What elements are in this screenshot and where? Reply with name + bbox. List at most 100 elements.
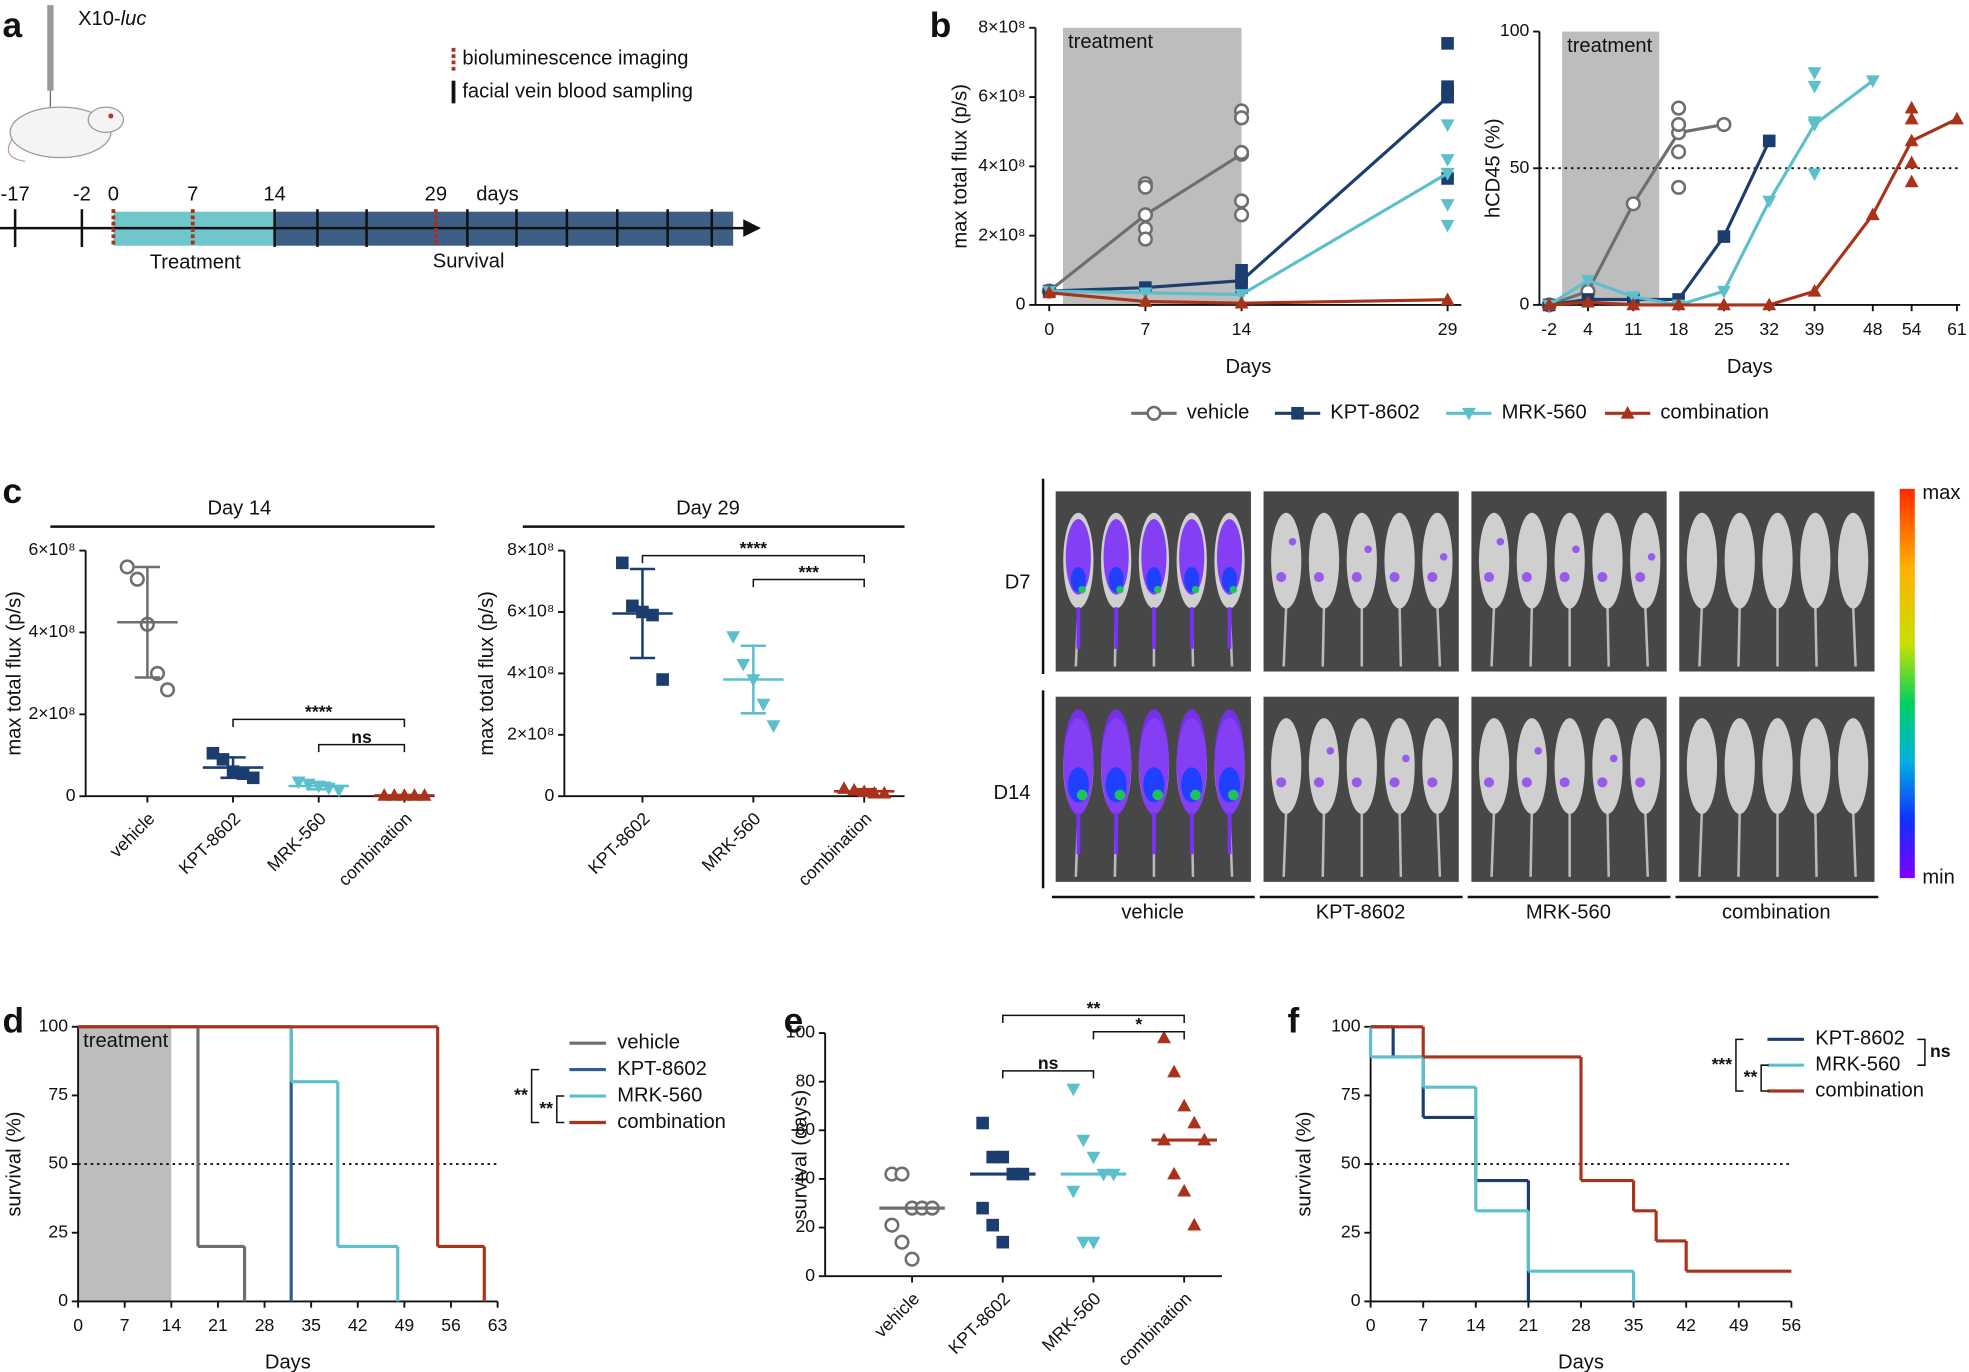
y-tick-label: 50 [1341, 1153, 1361, 1173]
mouse-tail [1529, 810, 1534, 877]
marker [1865, 75, 1880, 89]
marker [1066, 1083, 1081, 1097]
significance-bracket [641, 554, 865, 564]
significance-bracket [556, 1095, 565, 1124]
signal [1635, 571, 1646, 583]
significance-bracket [1002, 1070, 1095, 1079]
marker [1440, 219, 1455, 233]
marker [726, 631, 741, 644]
mouse-tail [1698, 604, 1704, 667]
mouse-tail [1737, 604, 1741, 667]
mouse [1592, 512, 1623, 609]
significance-bracket [1002, 1014, 1185, 1023]
marker [1807, 67, 1822, 80]
mouse [1346, 718, 1377, 814]
marker [1904, 155, 1919, 169]
marker [616, 556, 629, 570]
marker [331, 784, 346, 798]
model-prefix: X10- [78, 9, 121, 31]
marker [1581, 294, 1595, 308]
y-tick-label: 6×10⁸ [28, 539, 75, 559]
marker [1187, 1115, 1202, 1129]
y-tick-label: 4×10⁸ [507, 662, 554, 682]
marker [1440, 154, 1455, 167]
series-line [1049, 95, 1449, 293]
y-tick-label: 75 [48, 1084, 68, 1104]
mouse [1308, 512, 1340, 609]
mouse-tail [1737, 810, 1741, 877]
significance-label: ** [1744, 1067, 1758, 1087]
mouse-tail [1282, 810, 1288, 877]
mouse [1384, 512, 1415, 609]
marker [1762, 297, 1777, 311]
x-tick-label: 25 [1714, 319, 1734, 339]
marker [884, 1217, 900, 1233]
y-tick-label: 75 [1341, 1084, 1361, 1104]
y-tick-label: 100 [1331, 1015, 1361, 1035]
x-tick-label: 21 [1519, 1315, 1539, 1335]
x-tick-label: 7 [1418, 1315, 1428, 1335]
signal [1228, 789, 1239, 801]
marker [1440, 119, 1455, 133]
marker [1904, 111, 1919, 125]
marker [986, 1150, 999, 1164]
mouse [1478, 718, 1510, 814]
y-tick-label: 50 [48, 1153, 68, 1173]
mouse-tail [1643, 810, 1650, 877]
x-tick-label: 14 [162, 1315, 182, 1335]
x-tick-label: MRK-560 [698, 808, 765, 875]
legend-label: MRK-560 [617, 1084, 702, 1106]
mouse-tail [1321, 604, 1326, 667]
mouse [1308, 718, 1340, 814]
signal [1276, 777, 1287, 788]
x-tick-label: KPT-8602 [584, 808, 654, 878]
signal [1521, 777, 1532, 788]
y-tick-label: 100 [39, 1015, 69, 1035]
marker [159, 682, 176, 698]
x-tick-label: 7 [120, 1315, 130, 1335]
panel-label: b [930, 6, 952, 45]
timeline-label: 0 [108, 184, 119, 206]
y-tick-label: 40 [795, 1168, 815, 1188]
x-tick-label: 28 [1571, 1315, 1591, 1335]
significance-label: ** [1087, 998, 1101, 1018]
series-line [1549, 117, 1958, 307]
marker [1716, 285, 1731, 299]
marker [756, 698, 771, 712]
legend-label: KPT-8602 [1330, 402, 1420, 424]
marker [1066, 1185, 1081, 1199]
marker [1625, 196, 1641, 212]
signal [1559, 777, 1570, 788]
x-tick-label: 63 [488, 1315, 508, 1335]
signal [1288, 537, 1297, 546]
legend-label: vehicle [1187, 402, 1250, 424]
column-label: combination [1722, 902, 1831, 924]
mouse [1630, 512, 1661, 609]
marker [1137, 207, 1153, 223]
chart-title: Day 14 [207, 497, 271, 519]
mouse [1724, 512, 1755, 609]
legend-label: combination [1660, 402, 1769, 424]
y-tick-label: 0 [58, 1290, 68, 1310]
mouse-tail [7, 138, 26, 162]
x-tick-label: combination [794, 808, 875, 889]
shade-label: treatment [83, 1030, 168, 1052]
timeline-label: 14 [263, 184, 285, 206]
y-tick-label: 2×10⁸ [28, 703, 75, 723]
signal [1483, 777, 1495, 788]
signal [1153, 585, 1162, 594]
signal [1597, 571, 1608, 583]
signal [1326, 747, 1335, 755]
mouse [1800, 718, 1831, 814]
marker [1762, 134, 1776, 148]
mouse-eye [108, 113, 114, 119]
marker [1233, 110, 1250, 126]
x-tick-label: 48 [1863, 319, 1883, 339]
legend-label: KPT-8602 [1815, 1028, 1905, 1050]
signal [1152, 789, 1164, 801]
panel-label: c [3, 472, 23, 511]
row-label: D7 [1005, 572, 1031, 594]
y-tick-label: 0 [1016, 294, 1026, 314]
column-label: vehicle [1121, 902, 1184, 924]
